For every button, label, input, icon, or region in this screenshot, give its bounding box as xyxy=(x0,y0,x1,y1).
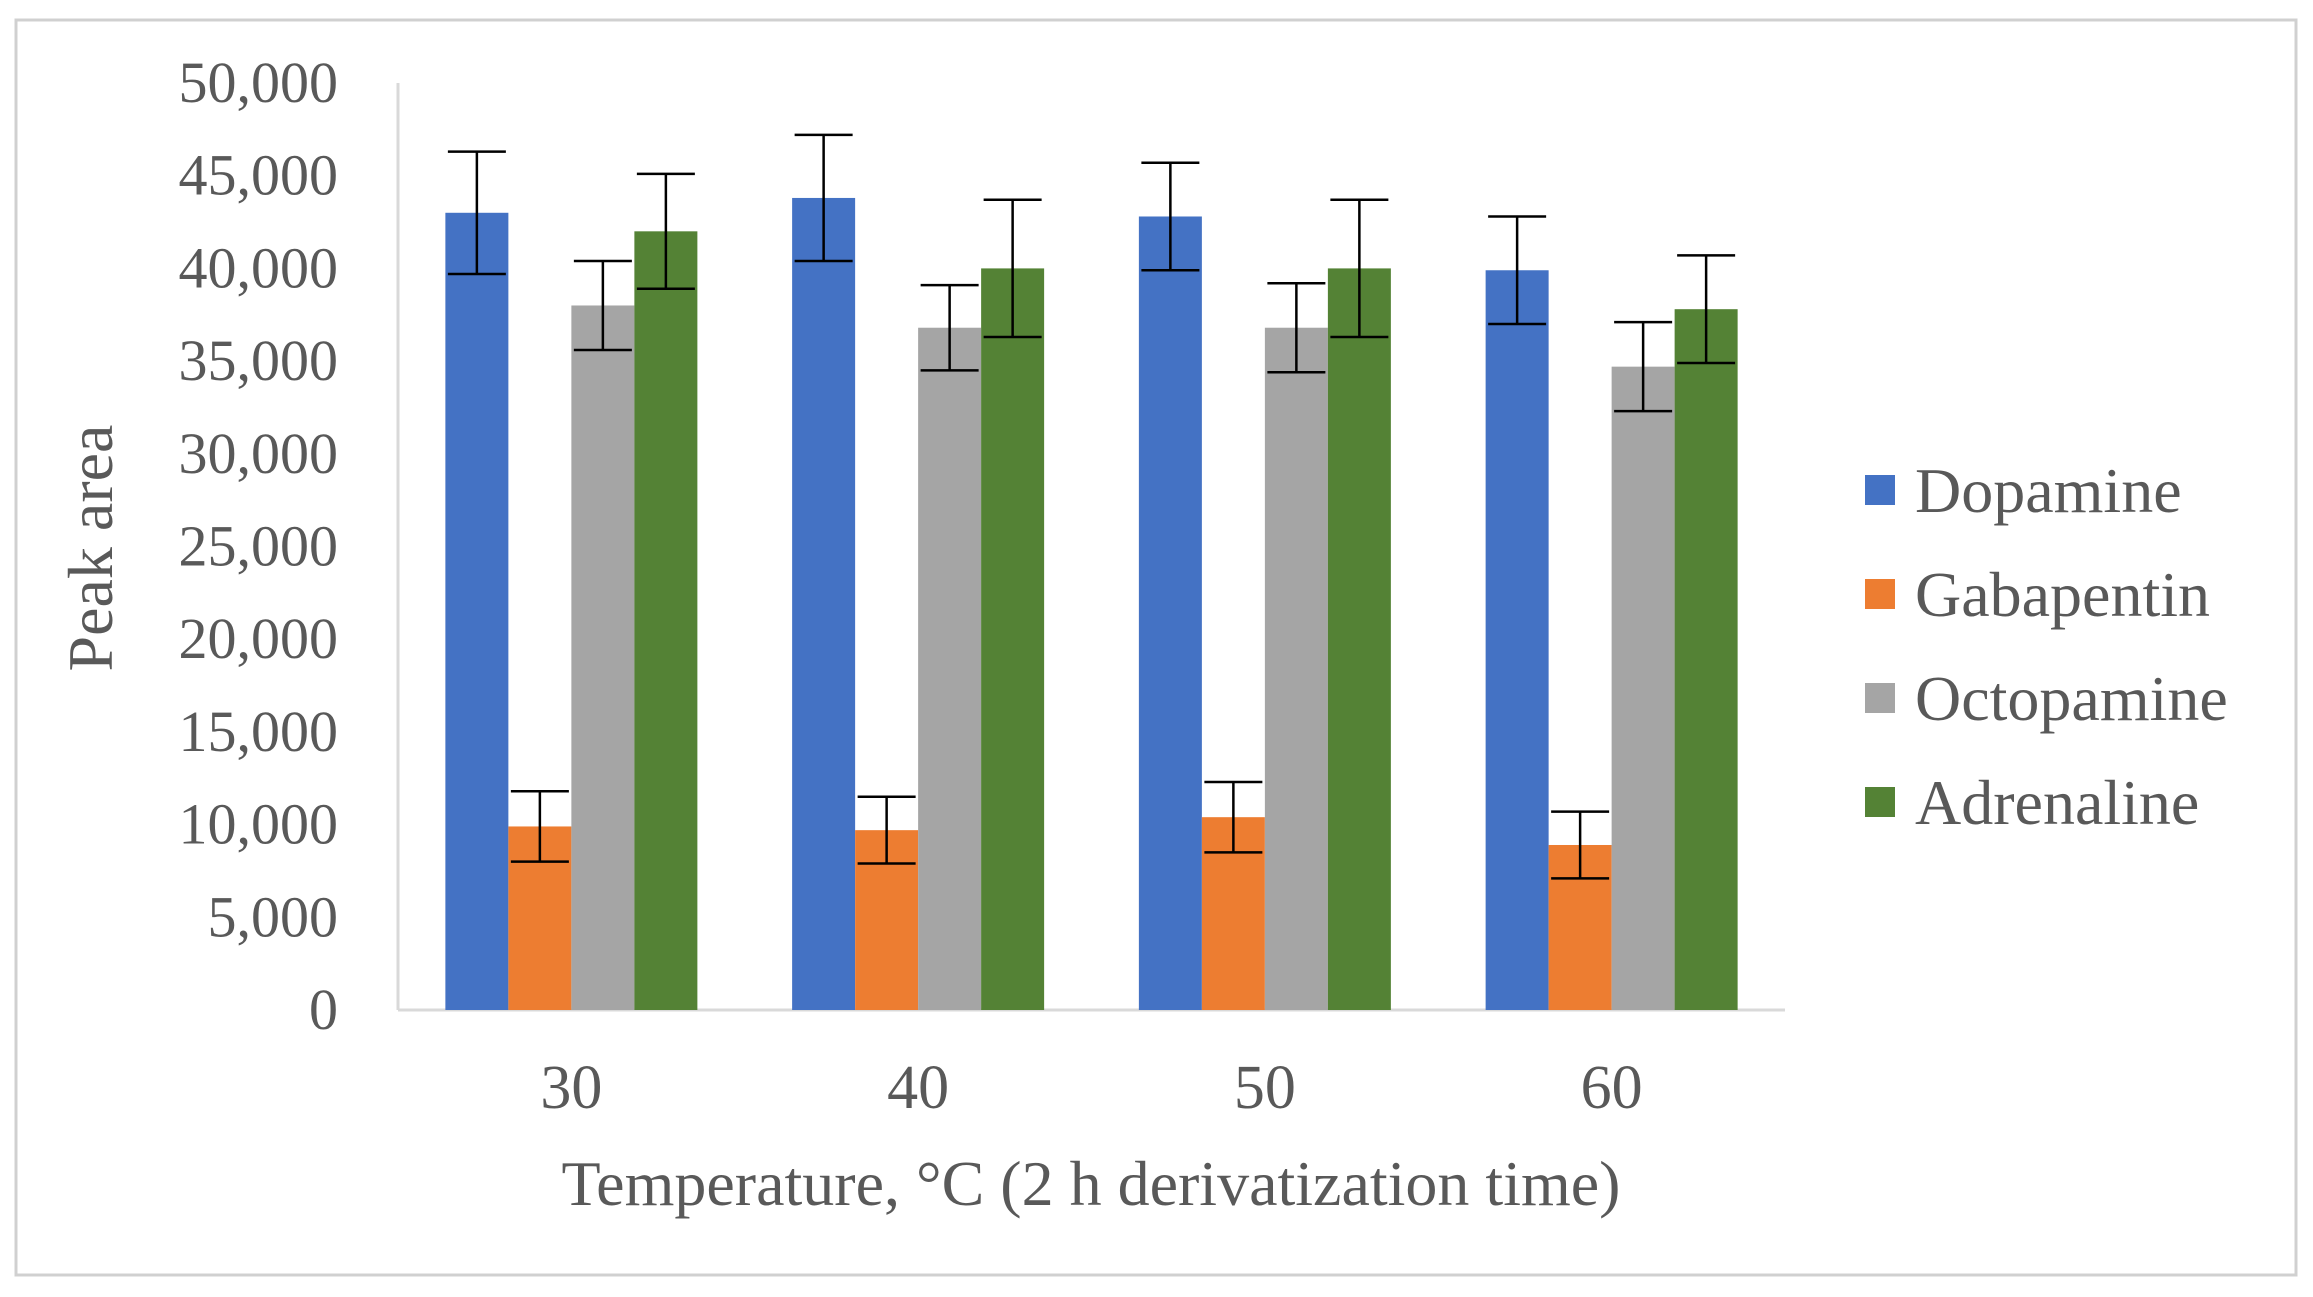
bar-dopamine-50 xyxy=(1138,216,1202,1010)
error-bars-group xyxy=(447,133,1736,880)
x-tick-label: 40 xyxy=(887,1054,949,1122)
y-tick-label: 30,000 xyxy=(179,421,339,486)
error-bar-dopamine-60 xyxy=(1488,215,1547,326)
bar-dopamine-40 xyxy=(792,197,856,1010)
x-tick-labels: 30 40 50 60 xyxy=(540,1054,1642,1122)
error-bar-octopamine-30 xyxy=(573,259,632,352)
x-tick-label: 60 xyxy=(1581,1054,1643,1122)
legend-item-octopamine: Octopamine xyxy=(1865,663,2228,734)
error-bar-adrenaline-30 xyxy=(636,172,695,291)
y-tick-label: 0 xyxy=(309,977,338,1042)
bar-octopamine-60 xyxy=(1611,366,1675,1010)
error-bar-gabapentin-40 xyxy=(857,795,916,865)
y-tick-label: 40,000 xyxy=(179,235,339,300)
y-tick-labels: 0 5,000 10,000 15,000 20,000 25,000 30,000 35,0… xyxy=(179,50,339,1042)
y-tick-label: 50,000 xyxy=(179,50,339,115)
error-bar-gabapentin-60 xyxy=(1551,810,1610,880)
y-tick-label: 45,000 xyxy=(179,143,339,208)
legend-label: Gabapentin xyxy=(1915,559,2210,630)
bar-adrenaline-30 xyxy=(634,231,698,1010)
legend-item-gabapentin: Gabapentin xyxy=(1865,559,2210,630)
bar-adrenaline-50 xyxy=(1327,268,1391,1010)
x-axis-title: Temperature, °C (2 h derivatization time… xyxy=(562,1148,1621,1219)
error-bar-dopamine-50 xyxy=(1141,161,1200,272)
y-tick-label: 15,000 xyxy=(179,699,339,764)
bars-group xyxy=(445,197,1738,1011)
y-tick-label: 25,000 xyxy=(179,514,339,579)
y-tick-label: 20,000 xyxy=(179,606,339,671)
x-tick-label: 30 xyxy=(540,1054,602,1122)
bar-octopamine-50 xyxy=(1264,327,1328,1010)
legend-label: Octopamine xyxy=(1915,663,2228,734)
error-bar-octopamine-60 xyxy=(1614,320,1673,413)
error-bar-dopamine-30 xyxy=(447,150,506,276)
legend-item-dopamine: Dopamine xyxy=(1865,455,2182,526)
error-bar-dopamine-40 xyxy=(794,133,853,263)
y-tick-label: 35,000 xyxy=(179,328,339,393)
error-bar-octopamine-40 xyxy=(920,283,979,372)
legend-item-adrenaline: Adrenaline xyxy=(1865,767,2199,838)
error-bar-gabapentin-30 xyxy=(510,789,569,863)
legend-swatch xyxy=(1865,787,1895,817)
bar-dopamine-60 xyxy=(1485,270,1549,1010)
error-bar-adrenaline-50 xyxy=(1330,198,1389,339)
y-tick-label: 5,000 xyxy=(208,884,339,949)
legend-swatch xyxy=(1865,683,1895,713)
error-bar-adrenaline-40 xyxy=(983,198,1042,339)
legend-label: Adrenaline xyxy=(1915,767,2199,838)
bar-dopamine-30 xyxy=(445,212,509,1010)
error-bar-octopamine-50 xyxy=(1267,281,1326,374)
y-axis-title: Peak area xyxy=(55,425,126,672)
legend-swatch xyxy=(1865,475,1895,505)
x-tick-label: 50 xyxy=(1234,1054,1296,1122)
bar-adrenaline-40 xyxy=(981,268,1045,1010)
bar-octopamine-30 xyxy=(571,305,635,1011)
y-tick-label: 10,000 xyxy=(179,792,339,857)
legend-swatch xyxy=(1865,579,1895,609)
error-bar-gabapentin-50 xyxy=(1204,780,1263,854)
bar-octopamine-40 xyxy=(918,327,982,1010)
legend: Dopamine Gabapentin Octopamine Adrenaline xyxy=(1865,455,2228,838)
error-bar-adrenaline-60 xyxy=(1677,254,1736,365)
bar-adrenaline-60 xyxy=(1674,309,1738,1010)
legend-label: Dopamine xyxy=(1915,455,2182,526)
